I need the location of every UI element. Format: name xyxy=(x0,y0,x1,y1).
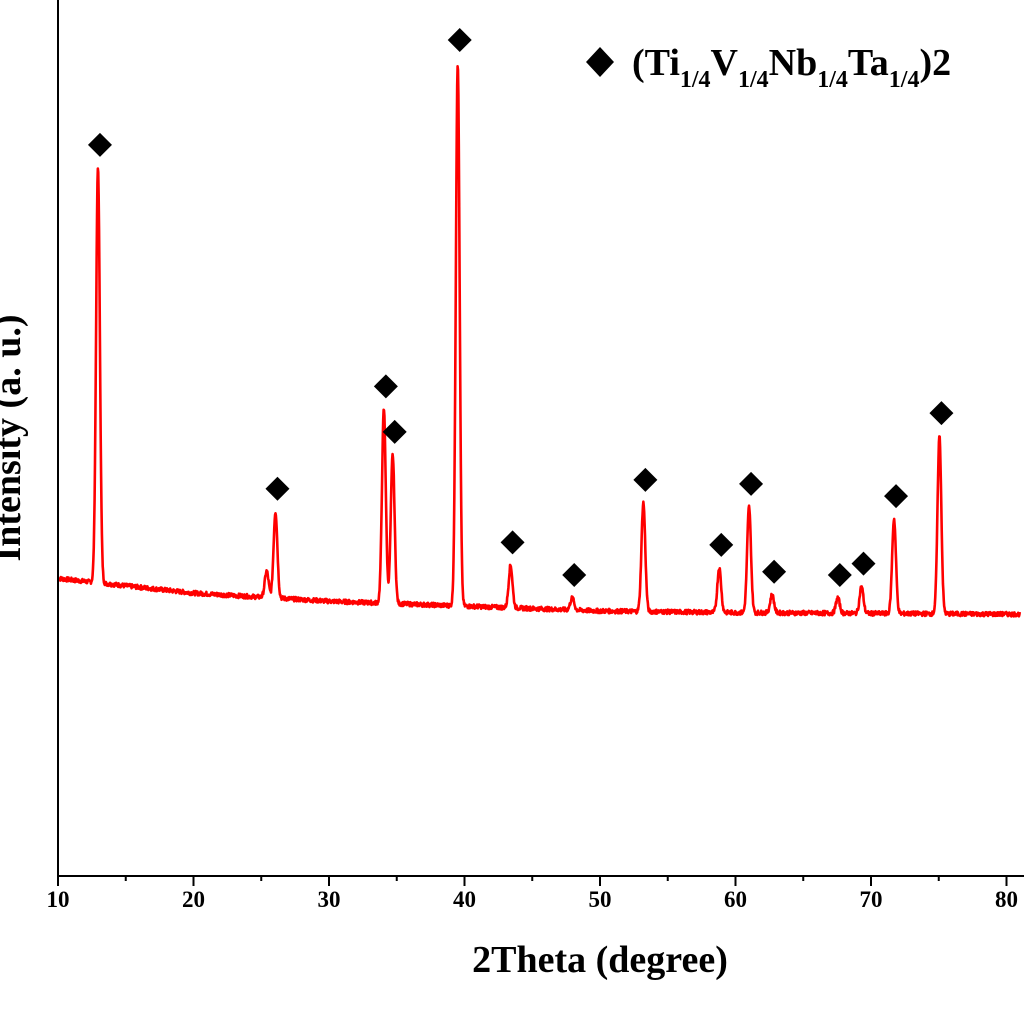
peak-marker-diamond-icon xyxy=(562,562,587,587)
peak-marker-diamond-icon xyxy=(265,476,290,501)
legend-part: Ta xyxy=(848,42,889,84)
x-tick-label: 20 xyxy=(182,887,205,912)
peak-marker-diamond-icon xyxy=(827,562,852,587)
legend-diamond-icon xyxy=(586,47,614,77)
legend-part: Nb xyxy=(769,42,818,84)
peak-marker-diamond-icon xyxy=(500,530,525,555)
peak-marker-diamond-icon xyxy=(929,401,954,426)
peak-marker-diamond-icon xyxy=(709,532,734,557)
plot-area xyxy=(57,65,1022,618)
legend: (Ti1/4V1/4Nb1/4Ta1/4)2 xyxy=(586,42,951,93)
x-tick-label: 70 xyxy=(860,887,883,912)
peak-marker-diamond-icon xyxy=(373,374,398,399)
x-tick-label: 60 xyxy=(724,887,747,912)
x-tick-label: 10 xyxy=(47,887,70,912)
peak-marker-diamond-icon xyxy=(851,551,876,576)
legend-part: V xyxy=(711,42,739,84)
x-tick-label: 80 xyxy=(995,887,1018,912)
legend-subscript: 1/4 xyxy=(738,67,769,93)
peak-marker-diamond-icon xyxy=(87,132,112,157)
peak-marker-diamond-icon xyxy=(382,419,407,444)
legend-subscript: 1/4 xyxy=(817,67,848,93)
peak-marker-diamond-icon xyxy=(633,467,658,492)
x-tick-label: 30 xyxy=(318,887,341,912)
series-line xyxy=(57,65,1022,618)
axes xyxy=(57,0,1024,877)
legend-part: )2 xyxy=(919,42,951,84)
peak-marker-diamond-icon xyxy=(884,484,909,509)
legend-part: (Ti xyxy=(632,42,680,84)
peak-marker-diamond-icon xyxy=(762,559,787,584)
x-tick-label: 50 xyxy=(589,887,612,912)
x-axis-title: 2Theta (degree) xyxy=(472,939,728,981)
x-ticks: 10 20 30 40 50 60 70 80 xyxy=(47,876,1018,912)
peak-marker-diamond-icon xyxy=(447,28,472,52)
legend-subscript: 1/4 xyxy=(889,67,920,93)
y-axis-title: Intensity (a. u.) xyxy=(0,314,29,561)
x-tick-label: 40 xyxy=(453,887,476,912)
legend-label: (Ti1/4V1/4Nb1/4Ta1/4)2 xyxy=(632,42,951,93)
legend-subscript: 1/4 xyxy=(680,67,711,93)
peak-markers xyxy=(87,28,954,587)
peak-marker-diamond-icon xyxy=(739,471,764,496)
